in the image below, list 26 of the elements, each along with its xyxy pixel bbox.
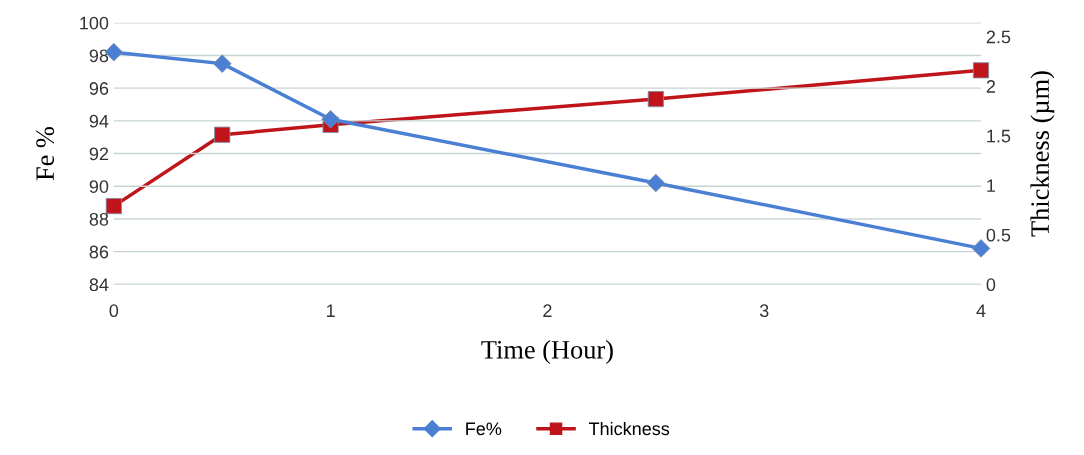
y-tick-label: 84 — [89, 278, 109, 292]
y2-tick-label: 0 — [986, 278, 996, 292]
y-axis-title: Fe % — [36, 126, 55, 181]
y-tick-label: 86 — [89, 245, 109, 259]
y2-tick-label: 1.5 — [987, 129, 1011, 143]
legend-label: Fe% — [466, 422, 502, 436]
y-tick-label: 96 — [89, 82, 109, 95]
x-tick-label: 4 — [976, 304, 986, 317]
x-tick-label: 2 — [543, 304, 552, 317]
y2-axis-title: Thickness (µm) — [1030, 71, 1055, 237]
x-tick-label: 0 — [109, 304, 119, 318]
y-tick-label: 88 — [89, 212, 109, 226]
y-tick-label: 92 — [89, 147, 109, 161]
point — [646, 173, 666, 193]
x-tick-label: 1 — [326, 304, 335, 317]
legend-label: Thickness — [588, 421, 670, 436]
y-tick-label: 94 — [89, 114, 109, 128]
x-axis-title: Time (Hour) — [481, 340, 613, 365]
y2-tick-label: 1 — [987, 179, 996, 192]
y-tick-label: 100 — [80, 16, 109, 30]
x-tick-label: 3 — [759, 304, 769, 318]
y2-tick-label: 2.5 — [986, 30, 1011, 44]
y2-tick-label: 2 — [986, 80, 996, 93]
point — [321, 109, 340, 129]
y-tick-label: 90 — [89, 180, 109, 193]
y2-tick-label: 0.5 — [986, 228, 1011, 242]
